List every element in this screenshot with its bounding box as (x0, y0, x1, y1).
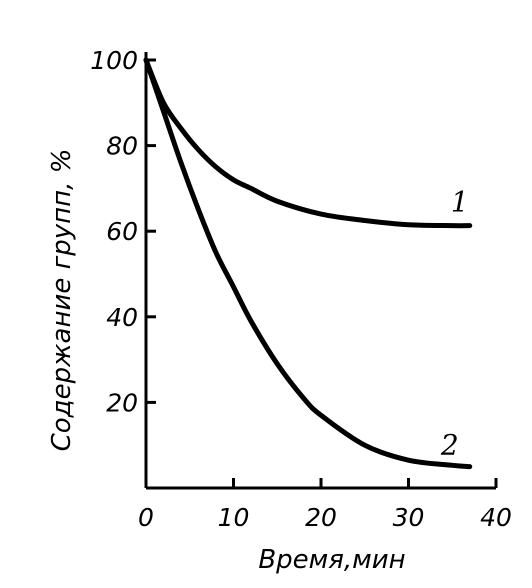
x-tick-label: 30 (393, 503, 425, 532)
series-line-1 (143, 57, 473, 229)
axis-ticks: 0 10 20 30 40 20 40 60 80 100 (90, 46, 512, 532)
x-tick-label: 10 (218, 503, 250, 532)
y-tick-label: 40 (106, 303, 138, 332)
x-tick-label: 40 (480, 503, 512, 532)
y-tick-label: 80 (106, 132, 138, 161)
y-tick-label: 20 (106, 388, 138, 417)
series-label-1: 1 (451, 186, 469, 219)
x-axis-label: Время,мин (258, 545, 405, 575)
y-axis-label: Содержание групп, % (47, 149, 77, 452)
series-line-2 (143, 57, 473, 470)
y-tick-label: 60 (106, 217, 138, 246)
chart-axes (144, 52, 496, 490)
data-series: 12 (143, 57, 473, 470)
y-tick-label: 100 (90, 46, 138, 75)
x-tick-label: 0 (138, 503, 154, 532)
series-label-2: 2 (440, 429, 459, 462)
x-tick-label: 20 (305, 503, 337, 532)
